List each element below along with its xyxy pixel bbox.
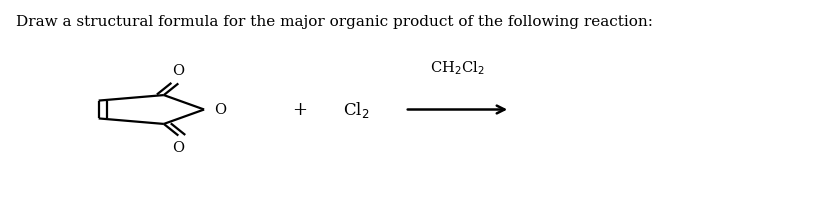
Text: O: O [172, 64, 185, 78]
Text: O: O [172, 141, 185, 155]
Text: Draw a structural formula for the major organic product of the following reactio: Draw a structural formula for the major … [16, 15, 653, 29]
Text: CH$_2$Cl$_2$: CH$_2$Cl$_2$ [430, 59, 485, 77]
Text: +: + [292, 101, 307, 118]
Text: O: O [214, 102, 227, 117]
Text: Cl$_2$: Cl$_2$ [343, 99, 370, 120]
